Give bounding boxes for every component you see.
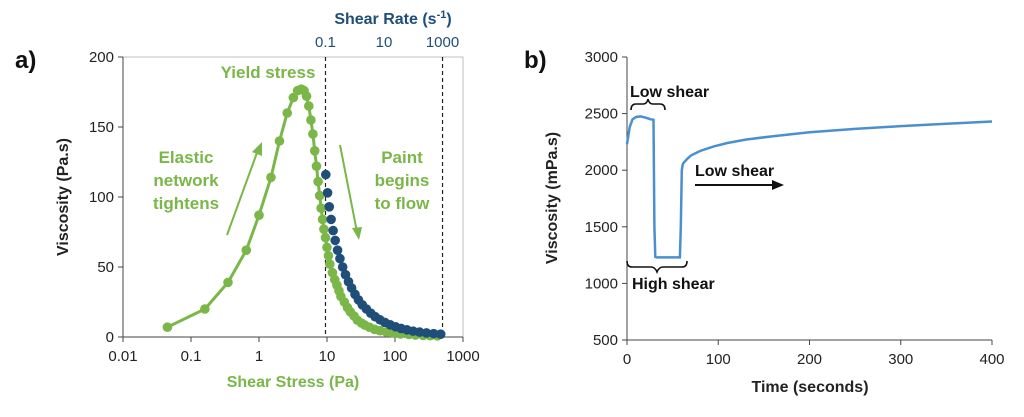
rate-point [428, 328, 439, 339]
panel-b-x-tick-label: 200 [797, 351, 822, 368]
panel-b-x-tick-label: 400 [979, 351, 1004, 368]
panel-a-y-tick-label: 100 [89, 189, 114, 206]
panel-b-y-tick-label: 2000 [585, 162, 618, 179]
panel-b-x-tick-label: 300 [888, 351, 913, 368]
rate-point [324, 202, 335, 212]
stress-point [306, 115, 316, 125]
panel-b-ylabel: Viscosity (mPa.s) [544, 132, 561, 264]
panel-a: a) 0.01 0.1 1 10 100 1000 0 50 100 150 200 0.1 10 1… [15, 9, 480, 391]
panel-b-xlabel: Time (seconds) [751, 379, 868, 396]
stress-point [301, 91, 312, 101]
rate-point [328, 225, 338, 236]
stress-point [274, 136, 285, 146]
stress-point [200, 304, 210, 314]
low-shear-bracket [630, 98, 666, 111]
stress-point [314, 190, 325, 201]
panel-a-y-tick-label: 0 [106, 329, 114, 346]
stress-point [282, 108, 293, 118]
panel-a-x-tick-label: 100 [382, 348, 407, 365]
elastic-label-line2: network [153, 171, 219, 190]
elastic-label-line3: tightens [153, 194, 219, 213]
yield-stress-label: Yield stress [221, 63, 316, 82]
rate-point [335, 253, 345, 264]
elastic-arrow [226, 142, 262, 236]
panel-a-top-tick-label: 10 [376, 34, 393, 51]
low-shear-label-1: Low shear [630, 84, 709, 101]
stress-point [288, 92, 299, 103]
flow-arrow [339, 144, 362, 240]
panel-a-ylabel: Viscosity (Pa.s) [55, 138, 72, 256]
panel-b-x-tick-label: 100 [706, 351, 731, 368]
panel-a-label: a) [15, 47, 36, 74]
stress-point [319, 224, 329, 234]
elastic-label-line1: Elastic [159, 148, 214, 167]
rate-point [332, 245, 343, 255]
panel-a-y-ticks: 0 50 100 150 200 [89, 49, 123, 346]
viscosity-line [625, 115, 993, 259]
rate-point [337, 262, 348, 272]
paint-label-line3: to flow [375, 194, 431, 213]
stress-point [325, 259, 335, 270]
panel-b-y-ticks: 500 1000 1500 2000 2500 3000 [585, 49, 627, 349]
panel-a-x-tick-label: 1000 [446, 348, 479, 365]
panel-a-x-tick-label: 10 [319, 348, 336, 365]
stress-point [266, 172, 276, 183]
panel-a-x-tick-label: 0.1 [181, 348, 202, 365]
panel-b-y-tick-label: 2500 [585, 106, 618, 123]
rate-point [435, 329, 446, 340]
stress-point [317, 214, 328, 225]
stress-point [311, 161, 322, 171]
rate-point [320, 169, 331, 180]
high-shear-label: High shear [632, 276, 715, 293]
stress-point [320, 232, 331, 243]
panel-a-xlabel: Shear Stress (Pa) [227, 374, 360, 391]
low-shear-arrow [695, 180, 784, 190]
panel-b-y-tick-label: 3000 [585, 49, 618, 66]
panel-b-label: b) [524, 47, 547, 74]
panel-b-x-tick-label: 0 [623, 351, 631, 368]
rate-points [320, 169, 446, 340]
stress-point [316, 203, 326, 213]
panel-a-top-tick-label: 1000 [426, 34, 459, 51]
rate-point [326, 214, 336, 225]
paint-label-line2: begins [375, 171, 430, 190]
panel-b-y-tick-label: 1500 [585, 219, 618, 236]
panel-b: b) 0 100 200 300 400 500 1000 1500 2000 2500 3000… [524, 47, 1005, 396]
panel-a-y-tick-label: 50 [97, 259, 114, 276]
paint-label-line1: Paint [381, 148, 423, 167]
stress-point [254, 210, 264, 220]
high-shear-bracket [626, 260, 688, 275]
stress-point [313, 176, 323, 187]
stress-point [323, 251, 334, 261]
stress-point [322, 242, 332, 253]
panel-a-top-ticks: 0.1 10 1000 [315, 34, 459, 51]
panel-a-x-tick-label: 1 [255, 348, 263, 365]
stress-point [304, 101, 314, 111]
rate-point [322, 188, 333, 198]
panel-b-y-tick-label: 500 [593, 332, 618, 349]
stress-point [309, 146, 320, 156]
panel-b-x-ticks: 0 100 200 300 400 [623, 340, 1005, 368]
panel-a-y-tick-label: 200 [89, 49, 114, 66]
panel-a-x-ticks: 0.01 0.1 1 10 100 1000 [108, 337, 480, 365]
panel-a-top-tick-label: 0.1 [315, 34, 336, 51]
stress-point [308, 129, 318, 139]
stress-points [162, 84, 443, 341]
rate-point [421, 328, 432, 338]
rate-point [330, 235, 340, 246]
panel-a-top-xlabel: Shear Rate (s-1) [334, 9, 451, 28]
panel-a-y-tick-label: 150 [89, 119, 114, 136]
panel-b-y-tick-label: 1000 [585, 275, 618, 292]
panel-a-x-tick-label: 0.01 [108, 348, 137, 365]
stress-point [241, 245, 252, 255]
stress-point [162, 322, 173, 333]
low-shear-label-2: Low shear [695, 163, 774, 180]
stress-point [223, 277, 233, 288]
